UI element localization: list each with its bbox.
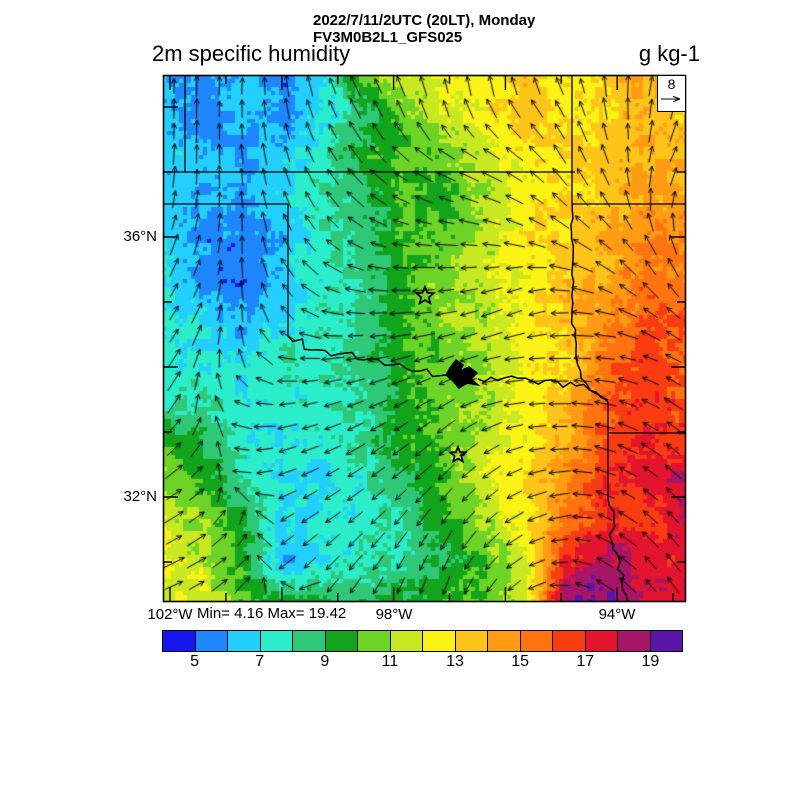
colorbar-tick-label-5: 5 <box>190 653 200 670</box>
colorbar-segment-15-16 <box>520 631 553 651</box>
colorbar-segment-6-7 <box>228 631 261 651</box>
lon-axis-label-102w: 102°W <box>147 606 193 623</box>
colorbar-tick-label-13: 13 <box>446 653 464 670</box>
plot-units-label: g kg-1 <box>638 41 700 66</box>
lat-axis-label-32n: 32°N <box>123 488 157 505</box>
colorbar-segment-10-11 <box>358 631 391 651</box>
lon-axis-label-94w: 94°W <box>598 606 636 623</box>
colorbar-segment-5-6 <box>195 631 228 651</box>
colorbar-tick-label-11: 11 <box>381 653 399 670</box>
colorbar-segment-17-18 <box>585 631 618 651</box>
colorbar-segment-8-9 <box>293 631 326 651</box>
colorbar-tick-label-17: 17 <box>576 653 595 670</box>
colorbar-tick-label-19: 19 <box>641 653 660 670</box>
plot-title: 2m specific humidity <box>152 41 351 66</box>
colorbar-segment-16-17 <box>553 631 586 651</box>
lon-axis-label-98w: 98°W <box>375 606 413 623</box>
colorbar-tick-label-15: 15 <box>511 653 530 670</box>
colorbar <box>162 630 683 652</box>
colorbar-segment-14-15 <box>488 631 521 651</box>
colorbar-segment-13-14 <box>455 631 488 651</box>
wind-reference-value: 8 <box>667 76 676 92</box>
header-datetime: 2022/7/11/2UTC (20LT), Monday <box>313 12 536 29</box>
colorbar-tick-label-9: 9 <box>320 653 330 670</box>
colorbar-segment-18-19 <box>618 631 651 651</box>
colorbar-segment-7-8 <box>260 631 293 651</box>
lat-axis-label-36n: 36°N <box>123 228 157 245</box>
colorbar-tick-label-7: 7 <box>255 653 265 670</box>
colorbar-segment-11-12 <box>390 631 423 651</box>
colorbar-segment-4-5 <box>163 631 196 651</box>
colorbar-segment-9-10 <box>325 631 358 651</box>
header-model-id: FV3M0B2L1_GFS025 <box>313 29 463 46</box>
colorbar-segment-19-20 <box>650 631 682 651</box>
colorbar-segment-12-13 <box>423 631 456 651</box>
humidity-field-canvas <box>163 75 686 602</box>
wind-reference-box: 8 <box>657 75 686 112</box>
min-max-label: Min= 4.16 Max= 19.42 <box>197 605 347 622</box>
wind-reference-arrow-icon <box>661 95 681 103</box>
